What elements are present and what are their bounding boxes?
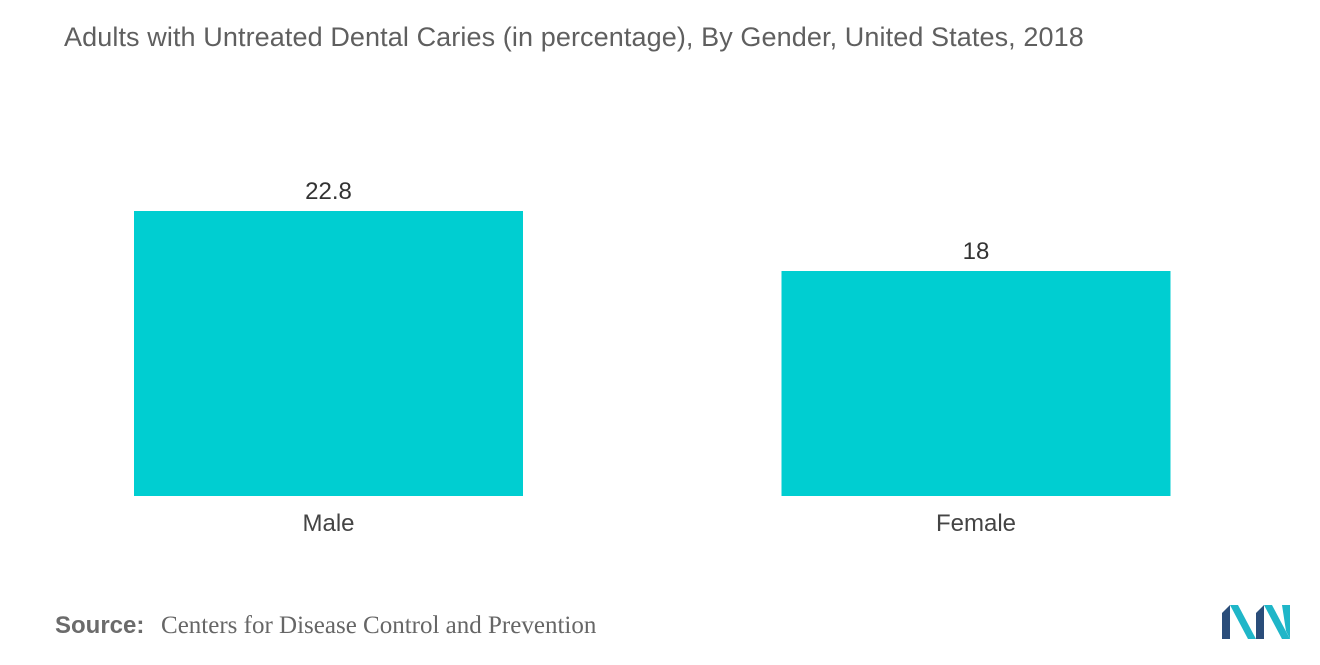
- bars-group: [134, 211, 1171, 496]
- category-label-male: Male: [302, 510, 354, 537]
- mordor-intelligence-logo-icon: [1222, 605, 1290, 639]
- source-label: Source:: [55, 612, 145, 639]
- category-label-female: Female: [936, 510, 1016, 537]
- value-label-male: 22.8: [305, 178, 352, 205]
- logo-shape-left: [1222, 605, 1230, 639]
- category-labels-group: Male Female: [302, 510, 1016, 537]
- bar-female: [781, 271, 1171, 496]
- chart-title: Adults with Untreated Dental Caries (in …: [64, 22, 1084, 52]
- logo-shape-diagonal-2: [1264, 605, 1290, 639]
- value-label-female: 18: [963, 238, 990, 265]
- value-labels-group: 22.8 18: [305, 178, 989, 265]
- source-text: Centers for Disease Control and Preventi…: [161, 612, 597, 639]
- logo-shape-middle: [1256, 605, 1264, 639]
- logo-shape-diagonal-1: [1230, 605, 1256, 639]
- logo-shape-right: [1282, 605, 1290, 639]
- source-note: Source: Centers for Disease Control and …: [55, 612, 596, 640]
- bar-male: [134, 211, 523, 496]
